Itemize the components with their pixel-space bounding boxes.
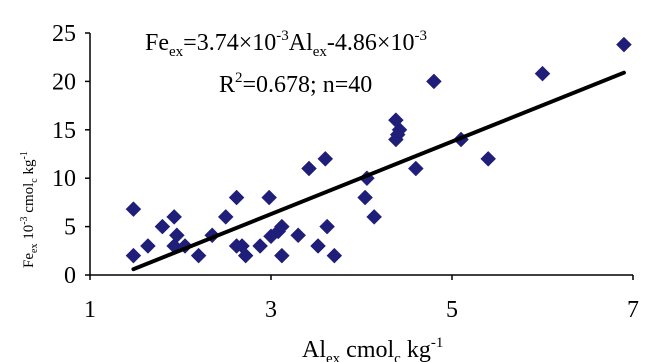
data-point xyxy=(154,218,171,235)
data-point xyxy=(616,36,632,53)
data-point xyxy=(169,227,185,244)
data-point xyxy=(301,160,317,177)
y-tick-label: 10 xyxy=(52,166,76,192)
data-point xyxy=(125,247,142,264)
y-tick-label: 25 xyxy=(52,21,76,47)
r-squared-annotation: R2=0.678; n=40 xyxy=(219,70,372,98)
data-point xyxy=(366,209,383,225)
data-point xyxy=(274,218,290,235)
data-point xyxy=(125,201,142,218)
data-point xyxy=(140,238,156,254)
x-tick-label: 7 xyxy=(627,297,639,323)
axes xyxy=(85,32,634,280)
data-point xyxy=(326,247,343,264)
y-tick-label: 15 xyxy=(52,118,76,144)
data-point xyxy=(237,247,254,264)
data-point xyxy=(407,160,424,177)
data-point xyxy=(274,247,290,264)
data-point xyxy=(228,189,245,206)
y-tick-label: 5 xyxy=(64,215,76,241)
x-tick-labels: 1 3 5 7 xyxy=(84,297,639,323)
x-tick-label: 3 xyxy=(265,297,277,323)
data-point xyxy=(389,126,406,143)
data-point xyxy=(534,65,551,82)
data-point xyxy=(190,247,207,264)
data-point xyxy=(357,189,373,206)
regression-equation: Feex=3.74×10-3Alex-4.86×10-3 xyxy=(145,28,427,60)
data-point xyxy=(480,150,497,167)
data-point xyxy=(166,209,183,225)
y-tick-label: 0 xyxy=(64,263,76,289)
data-point xyxy=(317,150,334,167)
y-tick-labels: 0 5 10 15 20 25 xyxy=(52,21,76,289)
data-point xyxy=(217,209,234,225)
y-tick-label: 20 xyxy=(52,69,76,95)
x-tick-label: 5 xyxy=(446,297,458,323)
x-axis-label: Alex cmolc kg-1 xyxy=(302,335,443,362)
trendline xyxy=(131,70,626,272)
x-tick-label: 1 xyxy=(84,297,96,323)
data-points xyxy=(125,36,632,264)
data-point xyxy=(319,218,335,235)
data-point xyxy=(252,238,268,254)
data-point xyxy=(290,227,307,244)
data-point xyxy=(310,238,326,254)
y-axis-label: Feex 10-3 cmolc kg-1 xyxy=(19,151,40,268)
data-point xyxy=(261,189,278,206)
trendline-group xyxy=(131,70,626,272)
data-point xyxy=(426,73,442,90)
